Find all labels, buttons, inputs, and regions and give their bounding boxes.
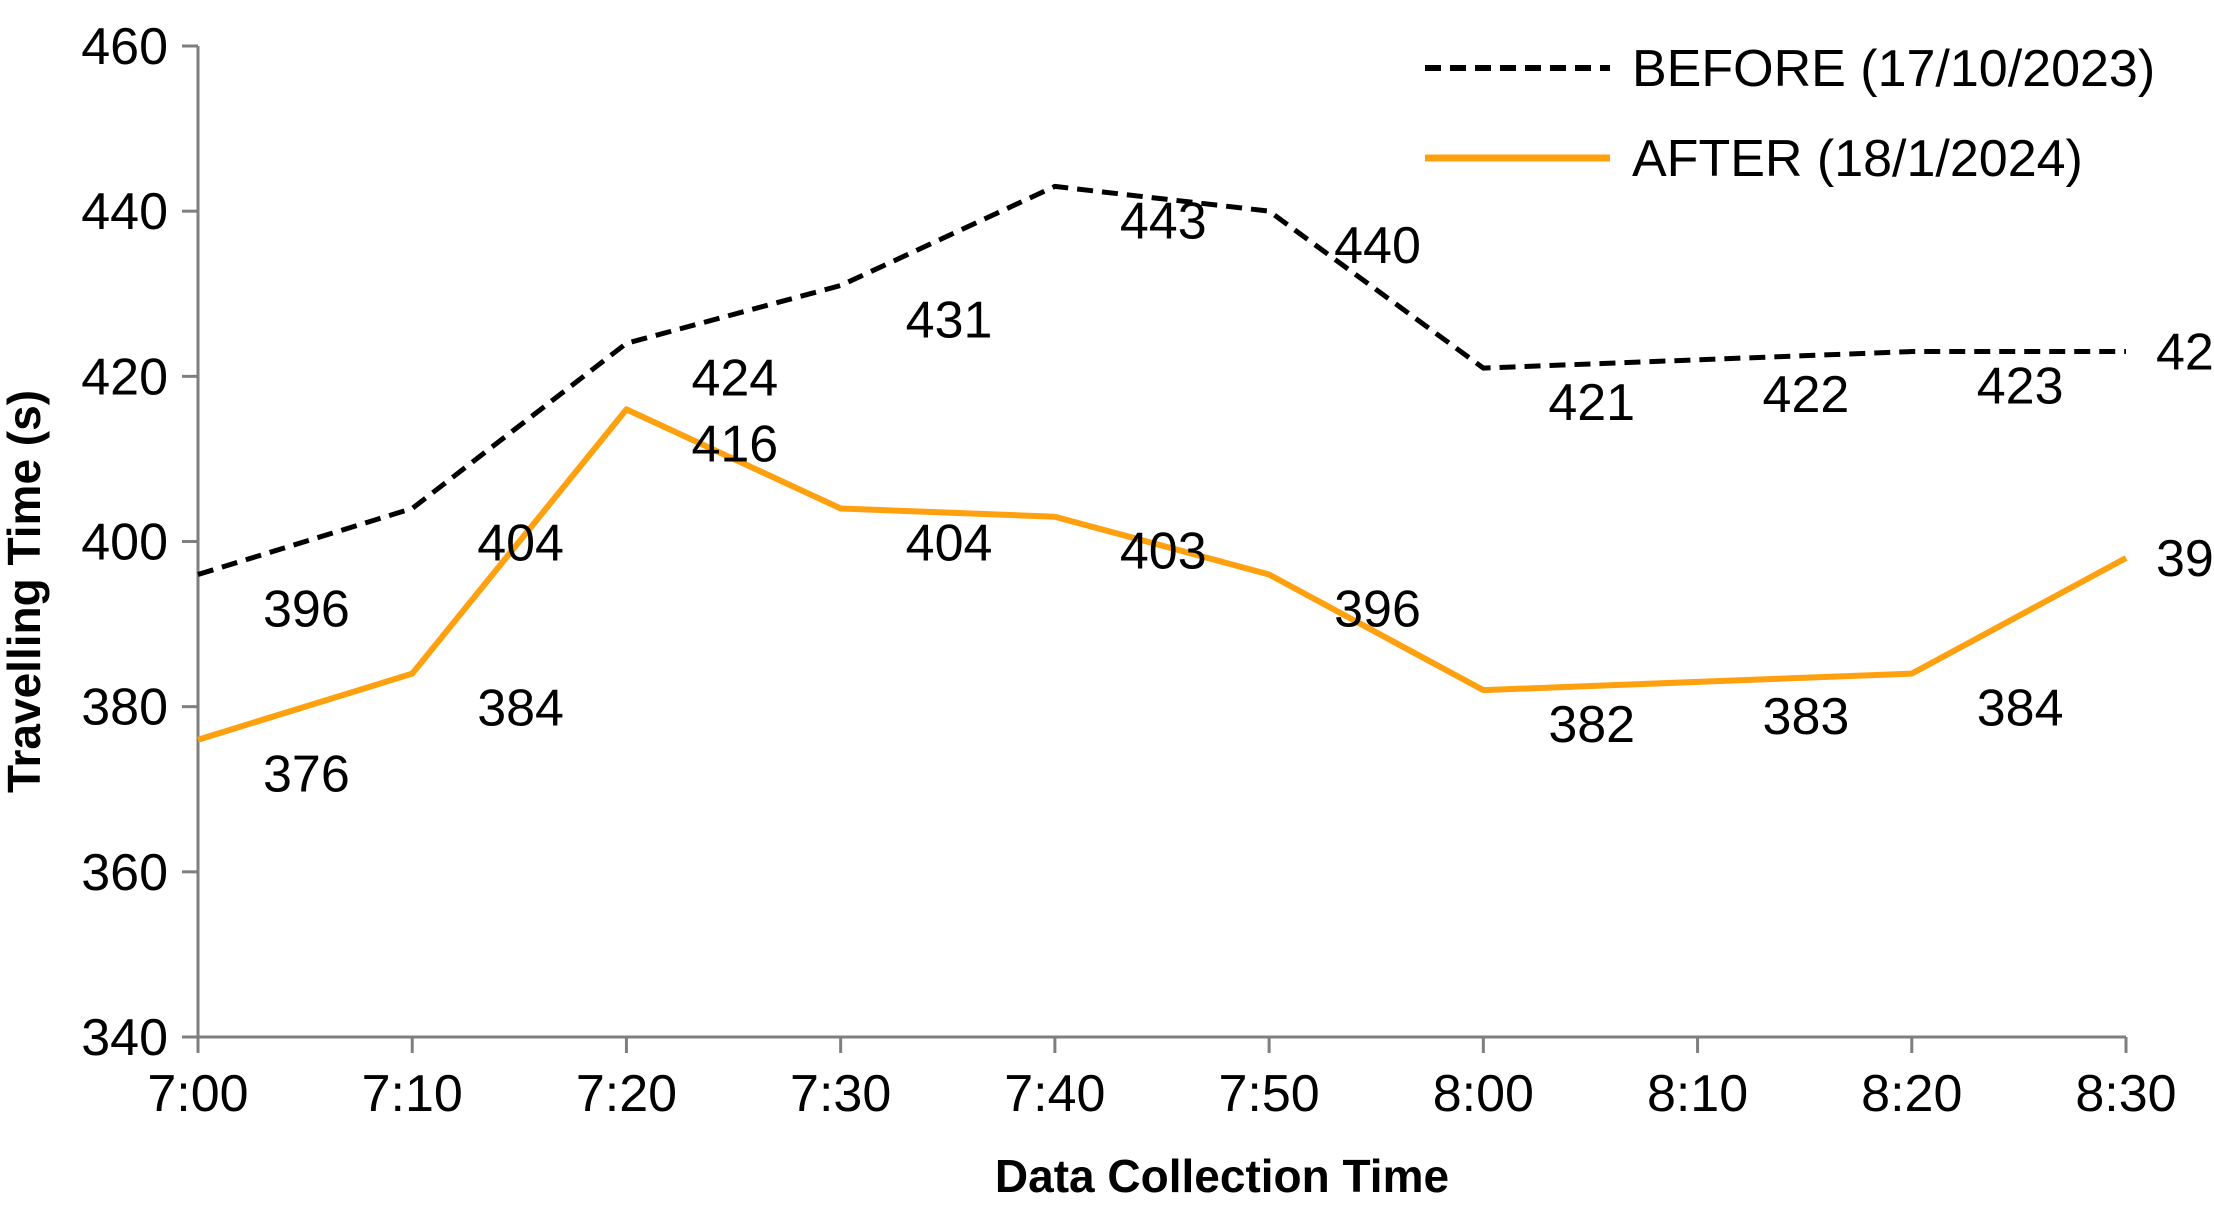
x-tick-label: 7:30: [790, 1065, 891, 1123]
data-labels: 396 404 424 431 443 440 421 422 423 423 376 384 416 4…: [263, 192, 2214, 803]
data-label: 440: [1334, 217, 1421, 275]
x-tick-label: 7:50: [1219, 1065, 1320, 1123]
x-axis-title: Data Collection Time: [995, 1150, 1449, 1202]
data-label: 443: [1120, 192, 1207, 250]
data-label: 416: [691, 415, 778, 473]
data-label: 404: [477, 514, 564, 572]
data-label: 422: [1763, 366, 1850, 424]
legend-label-after: AFTER (18/1/2024): [1632, 130, 2083, 188]
data-label: 376: [263, 746, 350, 804]
x-tick-label: 8:10: [1647, 1065, 1748, 1123]
legend-label-before: BEFORE (17/10/2023): [1632, 40, 2155, 98]
x-tick-label: 7:20: [576, 1065, 677, 1123]
y-tick-label: 440: [81, 183, 168, 241]
axes: 340 360 380 400 420 440 460 7:00 7:10 7:20 7:30 7:4…: [81, 18, 2176, 1123]
legend: BEFORE (17/10/2023) AFTER (18/1/2024): [1425, 40, 2155, 188]
y-tick-label: 340: [81, 1009, 168, 1067]
data-label: 404: [906, 514, 993, 572]
x-tick-label: 8:30: [2075, 1065, 2176, 1123]
series-lines: [197, 183, 2128, 743]
data-label: 384: [477, 680, 564, 738]
data-label: 396: [263, 581, 350, 639]
x-tick-label: 7:40: [1004, 1065, 1105, 1123]
series-line-before: [197, 183, 2126, 577]
data-label: 421: [1548, 374, 1635, 432]
data-label: 431: [906, 291, 993, 349]
series-line-after: [197, 406, 2128, 743]
data-label: 396: [1334, 581, 1421, 639]
x-tick-label: 8:20: [1861, 1065, 1962, 1123]
data-label: 384: [1977, 680, 2064, 738]
y-tick-label: 360: [81, 844, 168, 902]
data-label: 383: [1763, 688, 1850, 746]
data-label: 424: [691, 349, 778, 407]
data-label: 423: [2156, 324, 2214, 382]
y-tick-label: 460: [81, 18, 168, 76]
y-tick-label: 420: [81, 348, 168, 406]
y-tick-label: 400: [81, 514, 168, 572]
x-tick-label: 7:10: [362, 1065, 463, 1123]
data-label: 423: [1977, 358, 2064, 416]
data-label: 382: [1548, 696, 1635, 754]
y-axis-title: Travelling Time (s): [0, 390, 50, 793]
x-tick-label: 7:00: [147, 1065, 248, 1123]
data-label: 403: [1120, 523, 1207, 581]
data-label: 398: [2156, 530, 2214, 588]
x-tick-label: 8:00: [1433, 1065, 1534, 1123]
y-tick-label: 380: [81, 679, 168, 737]
